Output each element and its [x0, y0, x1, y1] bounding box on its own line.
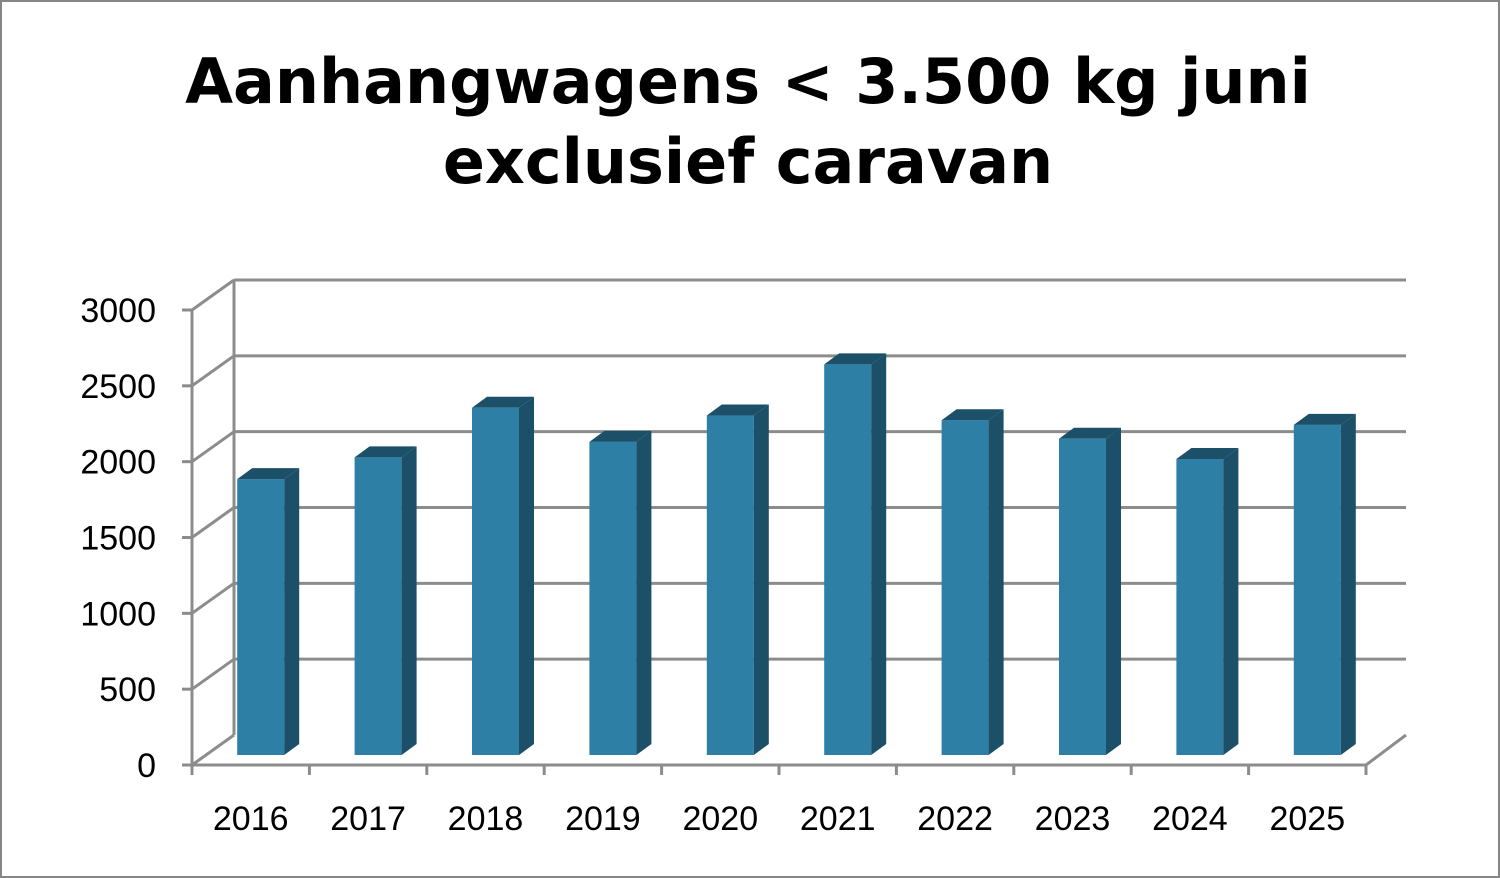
bar [1059, 427, 1121, 755]
x-tick-label: 2019 [565, 800, 641, 838]
bars [237, 353, 1356, 755]
gridline [182, 733, 235, 767]
y-tick-label: 1000 [80, 595, 156, 633]
y-tick-label: 0 [137, 747, 156, 785]
gridline [182, 278, 1406, 312]
x-tick-label: 2017 [330, 800, 406, 838]
x-tick-label: 2022 [917, 800, 993, 838]
x-tick-label: 2023 [1035, 800, 1111, 838]
x-tick-label: 2025 [1269, 800, 1345, 838]
axes [190, 280, 1407, 775]
bar [1176, 447, 1239, 755]
bar [941, 409, 1004, 755]
bar [589, 430, 652, 755]
x-axis-tick-labels: 2016 2017 2018 2019 2020 2021 2022 2023 2024 2025 [213, 800, 1345, 838]
gridline [182, 430, 1406, 464]
x-tick-label: 2016 [213, 800, 289, 838]
y-tick-label: 2000 [80, 444, 156, 482]
chart-title-line-1: Aanhangwagens < 3.500 kg juni [185, 45, 1311, 118]
chart-title-line-2: exclusief caravan [442, 125, 1054, 198]
x-tick-label: 2024 [1152, 800, 1228, 838]
bar [824, 353, 887, 755]
y-axis-tick-labels: 0 500 1000 1500 2000 2500 3000 [80, 292, 156, 785]
y-tick-label: 1500 [80, 520, 156, 558]
x-tick-label: 2018 [448, 800, 524, 838]
bar [706, 404, 769, 755]
chart-title: Aanhangwagens < 3.500 kg juni exclusief … [0, 42, 1496, 202]
bar [1293, 413, 1356, 755]
gridline [182, 354, 1406, 388]
x-tick-label: 2021 [800, 800, 876, 838]
x-tick-label: 2020 [682, 800, 758, 838]
y-tick-label: 3000 [80, 292, 156, 330]
bar [237, 468, 300, 755]
bar [354, 446, 417, 755]
y-tick-label: 2500 [80, 368, 156, 406]
gridlines [182, 278, 1407, 775]
bar [472, 396, 534, 755]
y-tick-label: 500 [99, 671, 156, 709]
